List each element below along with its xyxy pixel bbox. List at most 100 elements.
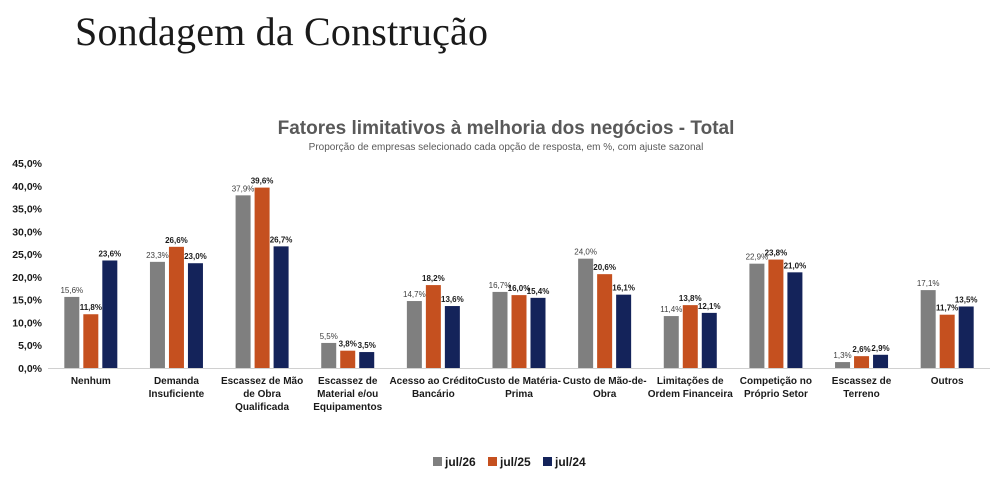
bar — [235, 195, 251, 368]
data-label: 22,9% — [746, 253, 769, 262]
category-label-line: Nenhum — [71, 376, 111, 387]
category-label: Competição no Próprio Setor — [740, 376, 812, 400]
category-label-line: Escassez de Mão — [221, 376, 303, 387]
data-label: 18,2% — [422, 274, 445, 283]
bar — [64, 296, 80, 368]
category-label: Acesso ao Crédito Bancário — [389, 376, 477, 400]
data-label: 23,3% — [146, 251, 169, 260]
legend-item: jul/26 — [433, 455, 476, 469]
data-label: 37,9% — [232, 184, 255, 193]
chart-subtitle: Proporção de empresas selecionado cada o… — [309, 142, 704, 153]
plot-area: 15,6% 11,8% 23,6% 23,3% 26,6% 23,0% 37,9%39,6%… — [60, 177, 978, 368]
y-tick-label: 0,0% — [18, 363, 43, 375]
bar — [616, 294, 632, 368]
bar-group: 14,7% 18,2% 13,6% — [403, 274, 464, 368]
y-tick-label: 20,0% — [12, 272, 42, 284]
category-label-line: Qualificada — [235, 402, 289, 413]
data-label: 15,4% — [527, 287, 550, 296]
category-label: Escassez de Mão de Obra Qualificada — [221, 376, 303, 413]
bar-group: 37,9%39,6% 26,7% — [232, 177, 292, 368]
chart-title: Fatores limitativos à melhoria dos negóc… — [278, 118, 735, 139]
bar — [939, 314, 955, 368]
data-label: 20,6% — [593, 263, 616, 272]
data-label: 24,0% — [574, 248, 597, 257]
category-label-line: Insuficiente — [149, 389, 205, 400]
bar — [854, 356, 870, 368]
y-tick-label: 45,0% — [12, 158, 42, 170]
category-label: Limitações de Ordem Financeira — [648, 376, 733, 400]
data-label: 3,5% — [358, 341, 376, 350]
data-label: 16,0% — [508, 284, 531, 293]
category-label-line: Próprio Setor — [744, 389, 808, 400]
bar-group: 17,1% 11,7%13,5% — [917, 279, 978, 368]
data-label: 2,6% — [852, 345, 870, 354]
category-label-line: Escassez de — [318, 376, 378, 387]
legend-label: jul/26 — [444, 455, 476, 469]
bar-group: 22,9%23,8% 21,0% — [746, 249, 807, 368]
bar — [768, 259, 784, 368]
data-label: 16,1% — [612, 284, 635, 293]
bar — [578, 258, 594, 368]
y-tick-label: 35,0% — [12, 204, 42, 216]
data-label: 23,0% — [184, 252, 207, 261]
bar — [444, 306, 460, 368]
bar — [168, 246, 184, 368]
legend-label: jul/24 — [554, 455, 586, 469]
bar — [102, 260, 118, 368]
category-label-line: Equipamentos — [313, 402, 382, 413]
bar — [340, 350, 356, 368]
bar — [187, 263, 203, 368]
category-label-line: Limitações de — [657, 376, 724, 387]
category-label-line: Obra — [593, 389, 617, 400]
data-label: 1,3% — [833, 351, 851, 360]
y-tick-label: 30,0% — [12, 226, 42, 238]
legend-swatch — [543, 457, 552, 466]
data-label: 39,6% — [251, 177, 274, 186]
category-label-line: Outros — [931, 376, 964, 387]
data-label: 17,1% — [917, 279, 940, 288]
bar — [530, 297, 546, 368]
category-label-line: Custo de Mão-de- — [563, 376, 647, 387]
bar — [835, 362, 851, 368]
bar — [492, 291, 508, 368]
y-tick-label: 15,0% — [12, 295, 42, 307]
bar-group: 24,0% 20,6% 16,1% — [574, 248, 635, 368]
category-label: Custo de Matéria- Prima — [477, 376, 561, 400]
data-label: 21,0% — [784, 261, 807, 270]
data-label: 23,8% — [765, 249, 788, 258]
slide-title: Sondagem da Construção — [75, 9, 489, 54]
category-label: Custo de Mão-de- Obra — [563, 376, 647, 400]
legend-label: jul/25 — [499, 455, 531, 469]
legend: jul/26 jul/25 jul/24 — [433, 455, 586, 469]
y-tick-label: 10,0% — [12, 317, 42, 329]
category-label-line: Custo de Matéria- — [477, 376, 561, 387]
bar-group: 11,4% 13,8%12,1% — [660, 294, 721, 368]
bar — [406, 301, 422, 368]
y-tick-label: 5,0% — [18, 340, 43, 352]
bar — [273, 246, 289, 368]
bar — [682, 305, 698, 368]
category-label-line: Escassez de — [832, 376, 892, 387]
category-label-line: Prima — [505, 389, 533, 400]
bar-group: 23,3% 26,6% 23,0% — [146, 236, 207, 368]
x-axis: Nenhum Demanda Insuficiente Escassez de Mão… — [48, 368, 990, 413]
legend-item: jul/25 — [488, 455, 531, 469]
bar — [920, 290, 936, 368]
category-label-line: Demanda — [154, 376, 199, 387]
y-tick-label: 40,0% — [12, 181, 42, 193]
data-label: 12,1% — [698, 302, 721, 311]
bar — [701, 312, 717, 368]
category-label: Demanda Insuficiente — [149, 376, 205, 400]
data-label: 13,8% — [679, 294, 702, 303]
data-label: 11,4% — [660, 305, 682, 314]
data-label: 3,8% — [339, 340, 357, 349]
data-label: 14,7% — [403, 290, 426, 299]
y-axis: 0,0% 5,0% 10,0% 15,0% 20,0% 25,0% 30,0% 35,0% 40… — [12, 158, 42, 375]
legend-swatch — [488, 457, 497, 466]
bar — [254, 187, 270, 368]
category-label: Escassez de Terreno — [832, 376, 892, 400]
bar-group: 16,7%16,0%15,4% — [489, 281, 550, 368]
category-label-line: Material e/ou — [317, 389, 378, 400]
data-label: 15,6% — [60, 286, 83, 295]
